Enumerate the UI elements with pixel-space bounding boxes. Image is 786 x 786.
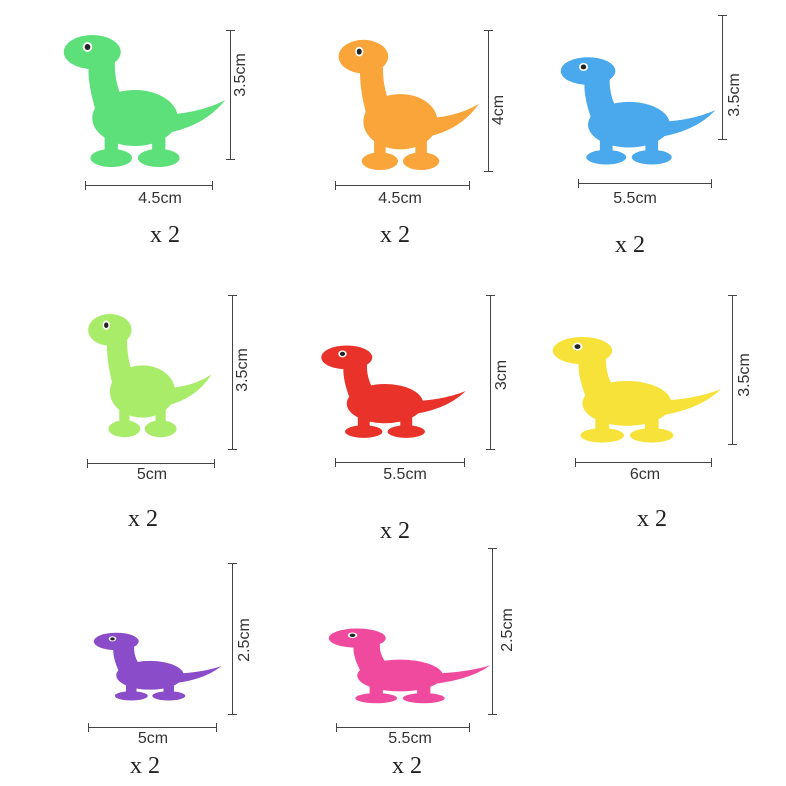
dino-leg <box>415 138 427 161</box>
dino-head <box>328 628 386 648</box>
dino-leg <box>119 407 130 428</box>
pupil <box>356 48 362 55</box>
pupil <box>580 64 587 70</box>
width-label: 5.5cm <box>383 466 427 483</box>
width-label: 6cm <box>629 466 661 483</box>
height-label: 4cm <box>490 94 507 126</box>
width-label: 5cm <box>136 466 168 483</box>
width-dimension-line <box>578 179 712 188</box>
height-dimension-line <box>488 548 497 715</box>
dino-leg <box>400 415 413 431</box>
dino-leg <box>163 684 174 696</box>
height-label: 2.5cm <box>499 608 516 652</box>
dino-leg <box>104 135 118 157</box>
suction-foot <box>90 149 133 167</box>
suction-foot <box>144 420 177 438</box>
dinosaur-figure <box>40 20 230 170</box>
suction-foot <box>152 691 186 701</box>
suction-foot <box>137 149 180 167</box>
dinosaur-figure <box>538 45 720 167</box>
height-dimension-line <box>228 295 237 450</box>
quantity-label: x 2 <box>150 222 180 248</box>
width-label: 4.5cm <box>378 190 422 207</box>
height-dimension-line <box>486 295 495 450</box>
quantity-label: x 2 <box>615 232 645 258</box>
quantity-label: x 2 <box>128 506 158 532</box>
suction-foot <box>355 693 398 704</box>
pupil <box>349 633 356 637</box>
dino-head <box>552 337 613 365</box>
width-dimension-line <box>85 181 213 190</box>
dino-head <box>88 314 132 346</box>
height-label: 3.5cm <box>234 348 251 392</box>
height-dimension-line <box>226 30 235 160</box>
quantity-label: x 2 <box>392 753 422 779</box>
width-label: 4.5cm <box>138 190 182 207</box>
dino-leg <box>417 685 431 698</box>
dino-head <box>560 57 616 85</box>
suction-foot <box>402 152 440 171</box>
suction-foot <box>402 693 445 704</box>
dinosaur-figure <box>305 620 495 705</box>
dino-leg <box>599 138 613 157</box>
dino-head <box>93 632 139 651</box>
height-label: 2.5cm <box>236 618 253 662</box>
suction-foot <box>580 428 625 443</box>
suction-foot <box>631 149 672 165</box>
height-dimension-line <box>718 15 727 140</box>
height-label: 3.5cm <box>736 353 753 397</box>
suction-foot <box>387 425 425 438</box>
dino-head <box>63 35 121 69</box>
pupil <box>84 44 91 50</box>
width-label: 5.5cm <box>613 190 657 207</box>
dino-leg <box>645 138 659 157</box>
quantity-label: x 2 <box>130 753 160 779</box>
dinosaur-figure <box>318 25 483 173</box>
pupil <box>574 344 581 349</box>
width-dimension-line <box>336 723 470 732</box>
pupil <box>339 351 346 356</box>
height-label: 3.5cm <box>726 73 743 117</box>
dino-leg <box>644 417 659 435</box>
dino-leg <box>374 138 386 161</box>
dino-leg <box>155 407 166 428</box>
height-dimension-line <box>484 30 493 172</box>
width-dimension-line <box>575 458 712 467</box>
dinosaur-figure <box>75 625 225 702</box>
suction-foot <box>114 691 148 701</box>
pupil <box>110 637 115 641</box>
suction-foot <box>629 428 674 443</box>
quantity-label: x 2 <box>380 518 410 544</box>
width-dimension-line <box>335 181 470 190</box>
dino-leg <box>357 415 370 431</box>
width-dimension-line <box>87 459 215 468</box>
height-label: 3.5cm <box>232 53 249 97</box>
quantity-label: x 2 <box>637 506 667 532</box>
suction-foot <box>345 425 383 438</box>
dinosaur-figure <box>528 325 726 445</box>
dino-leg <box>126 684 137 696</box>
dino-head <box>321 345 373 370</box>
width-label: 5cm <box>137 730 169 747</box>
dinosaur-figure <box>300 335 470 440</box>
height-label: 3cm <box>493 359 510 391</box>
dino-leg <box>595 417 610 435</box>
suction-foot <box>108 420 141 438</box>
dino-leg <box>369 685 383 698</box>
quantity-label: x 2 <box>380 222 410 248</box>
height-dimension-line <box>228 563 237 715</box>
dinosaur-figure <box>70 300 215 440</box>
pupil <box>104 322 109 328</box>
width-dimension-line <box>335 458 465 467</box>
suction-foot <box>361 152 399 171</box>
dino-head <box>338 39 389 74</box>
width-dimension-line <box>88 723 217 732</box>
suction-foot <box>586 149 627 165</box>
dino-leg <box>152 135 166 157</box>
width-label: 5.5cm <box>388 730 432 747</box>
height-dimension-line <box>728 295 737 445</box>
